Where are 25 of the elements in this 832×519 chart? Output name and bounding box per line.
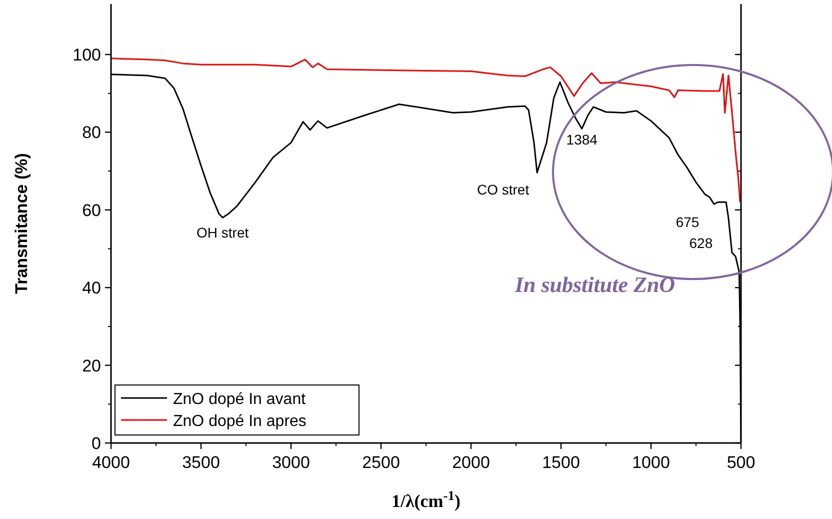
y-axis-title: Transmitance (%) — [12, 153, 31, 294]
y-tick-label: 40 — [82, 278, 101, 298]
annotation: OH stret — [196, 224, 249, 241]
line-series — [111, 58, 741, 203]
annotation: CO stret — [476, 182, 530, 198]
y-tick-label: 80 — [82, 123, 101, 142]
x-tick-label: 1000 — [632, 453, 670, 472]
x-tick-label: 4000 — [92, 453, 130, 472]
legend-label: ZnO dopé In apres — [173, 413, 306, 430]
x-axis-title: 1/λ(cm$^{-1}$) — [391, 488, 461, 511]
y-tick-label: 100 — [72, 46, 101, 65]
x-tick-label: 3000 — [272, 453, 310, 472]
x-tick-label: 3500 — [182, 453, 220, 472]
annotation: In substitute ZnO — [514, 272, 676, 297]
x-tick-label: 2000 — [452, 453, 490, 472]
annotation: 628 — [689, 235, 713, 252]
y-tick-label: 20 — [82, 356, 101, 376]
x-tick-label: 500 — [726, 453, 756, 472]
legend-label: ZnO dopé In avant — [173, 391, 306, 408]
annotation: 675 — [676, 214, 700, 230]
y-tick-label: 60 — [82, 200, 101, 220]
x-tick-label: 2500 — [362, 453, 400, 472]
annotation: 1384 — [566, 132, 598, 148]
y-tick-label: 0 — [92, 434, 101, 453]
x-tick-label: 1500 — [542, 453, 580, 472]
